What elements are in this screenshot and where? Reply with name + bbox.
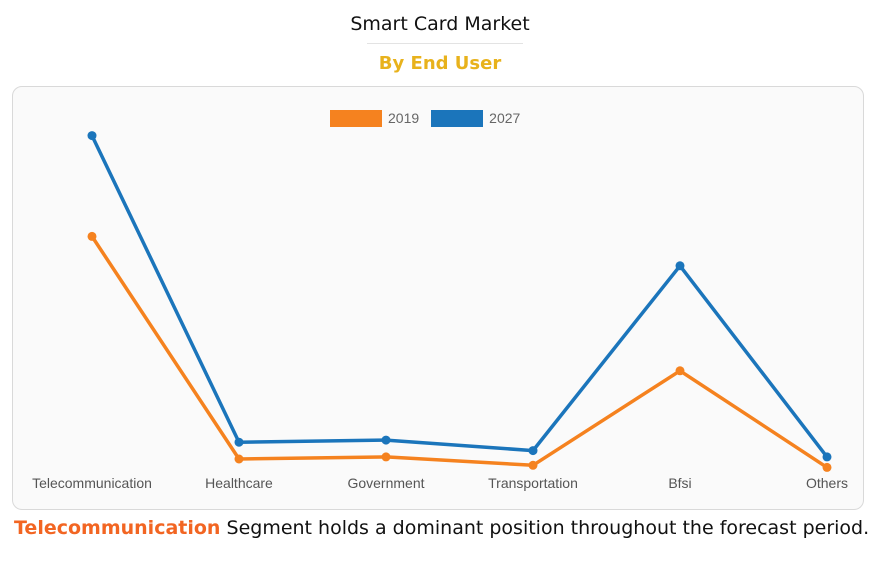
data-point-2019[interactable] bbox=[675, 366, 685, 376]
title-divider bbox=[367, 43, 523, 44]
x-tick-label: Bfsi bbox=[668, 475, 691, 491]
series-line-2019 bbox=[90, 235, 828, 469]
data-point-2019[interactable] bbox=[528, 460, 538, 470]
data-point-2027[interactable] bbox=[234, 437, 244, 447]
data-point-2019[interactable] bbox=[87, 231, 97, 241]
series-line-2027 bbox=[90, 134, 829, 458]
footer-text: Segment holds a dominant position throug… bbox=[220, 517, 870, 539]
footer-highlight: Telecommunication bbox=[14, 517, 221, 539]
legend-item-2027[interactable]: 2027 bbox=[431, 109, 521, 127]
data-point-2019[interactable] bbox=[822, 462, 832, 472]
x-tick-label: Others bbox=[806, 475, 848, 491]
legend-label-2027: 2027 bbox=[489, 110, 521, 126]
data-point-2027[interactable] bbox=[675, 261, 685, 271]
chart-subtitle: By End User bbox=[378, 53, 502, 74]
data-point-2027[interactable] bbox=[381, 435, 391, 445]
data-point-2019[interactable] bbox=[381, 452, 391, 462]
chart-title: Smart Card Market bbox=[350, 13, 530, 35]
x-tick-label: Healthcare bbox=[205, 475, 273, 491]
footer-statement: Telecommunication Segment holds a domina… bbox=[14, 514, 880, 542]
legend-label-2019: 2019 bbox=[388, 110, 420, 126]
chart-card bbox=[12, 86, 864, 510]
x-tick-label: Government bbox=[347, 475, 424, 491]
data-point-2027[interactable] bbox=[528, 446, 538, 456]
x-tick-label: Telecommunication bbox=[32, 475, 152, 491]
data-point-2027[interactable] bbox=[87, 131, 97, 141]
x-tick-label: Transportation bbox=[488, 475, 578, 491]
legend-swatch-2019 bbox=[330, 109, 382, 127]
legend-swatch-2027 bbox=[431, 109, 484, 127]
legend-item-2019[interactable]: 2019 bbox=[330, 109, 420, 127]
data-point-2027[interactable] bbox=[822, 452, 832, 462]
chart-legend: 2019 2027 bbox=[330, 108, 532, 128]
data-point-2019[interactable] bbox=[234, 454, 244, 464]
